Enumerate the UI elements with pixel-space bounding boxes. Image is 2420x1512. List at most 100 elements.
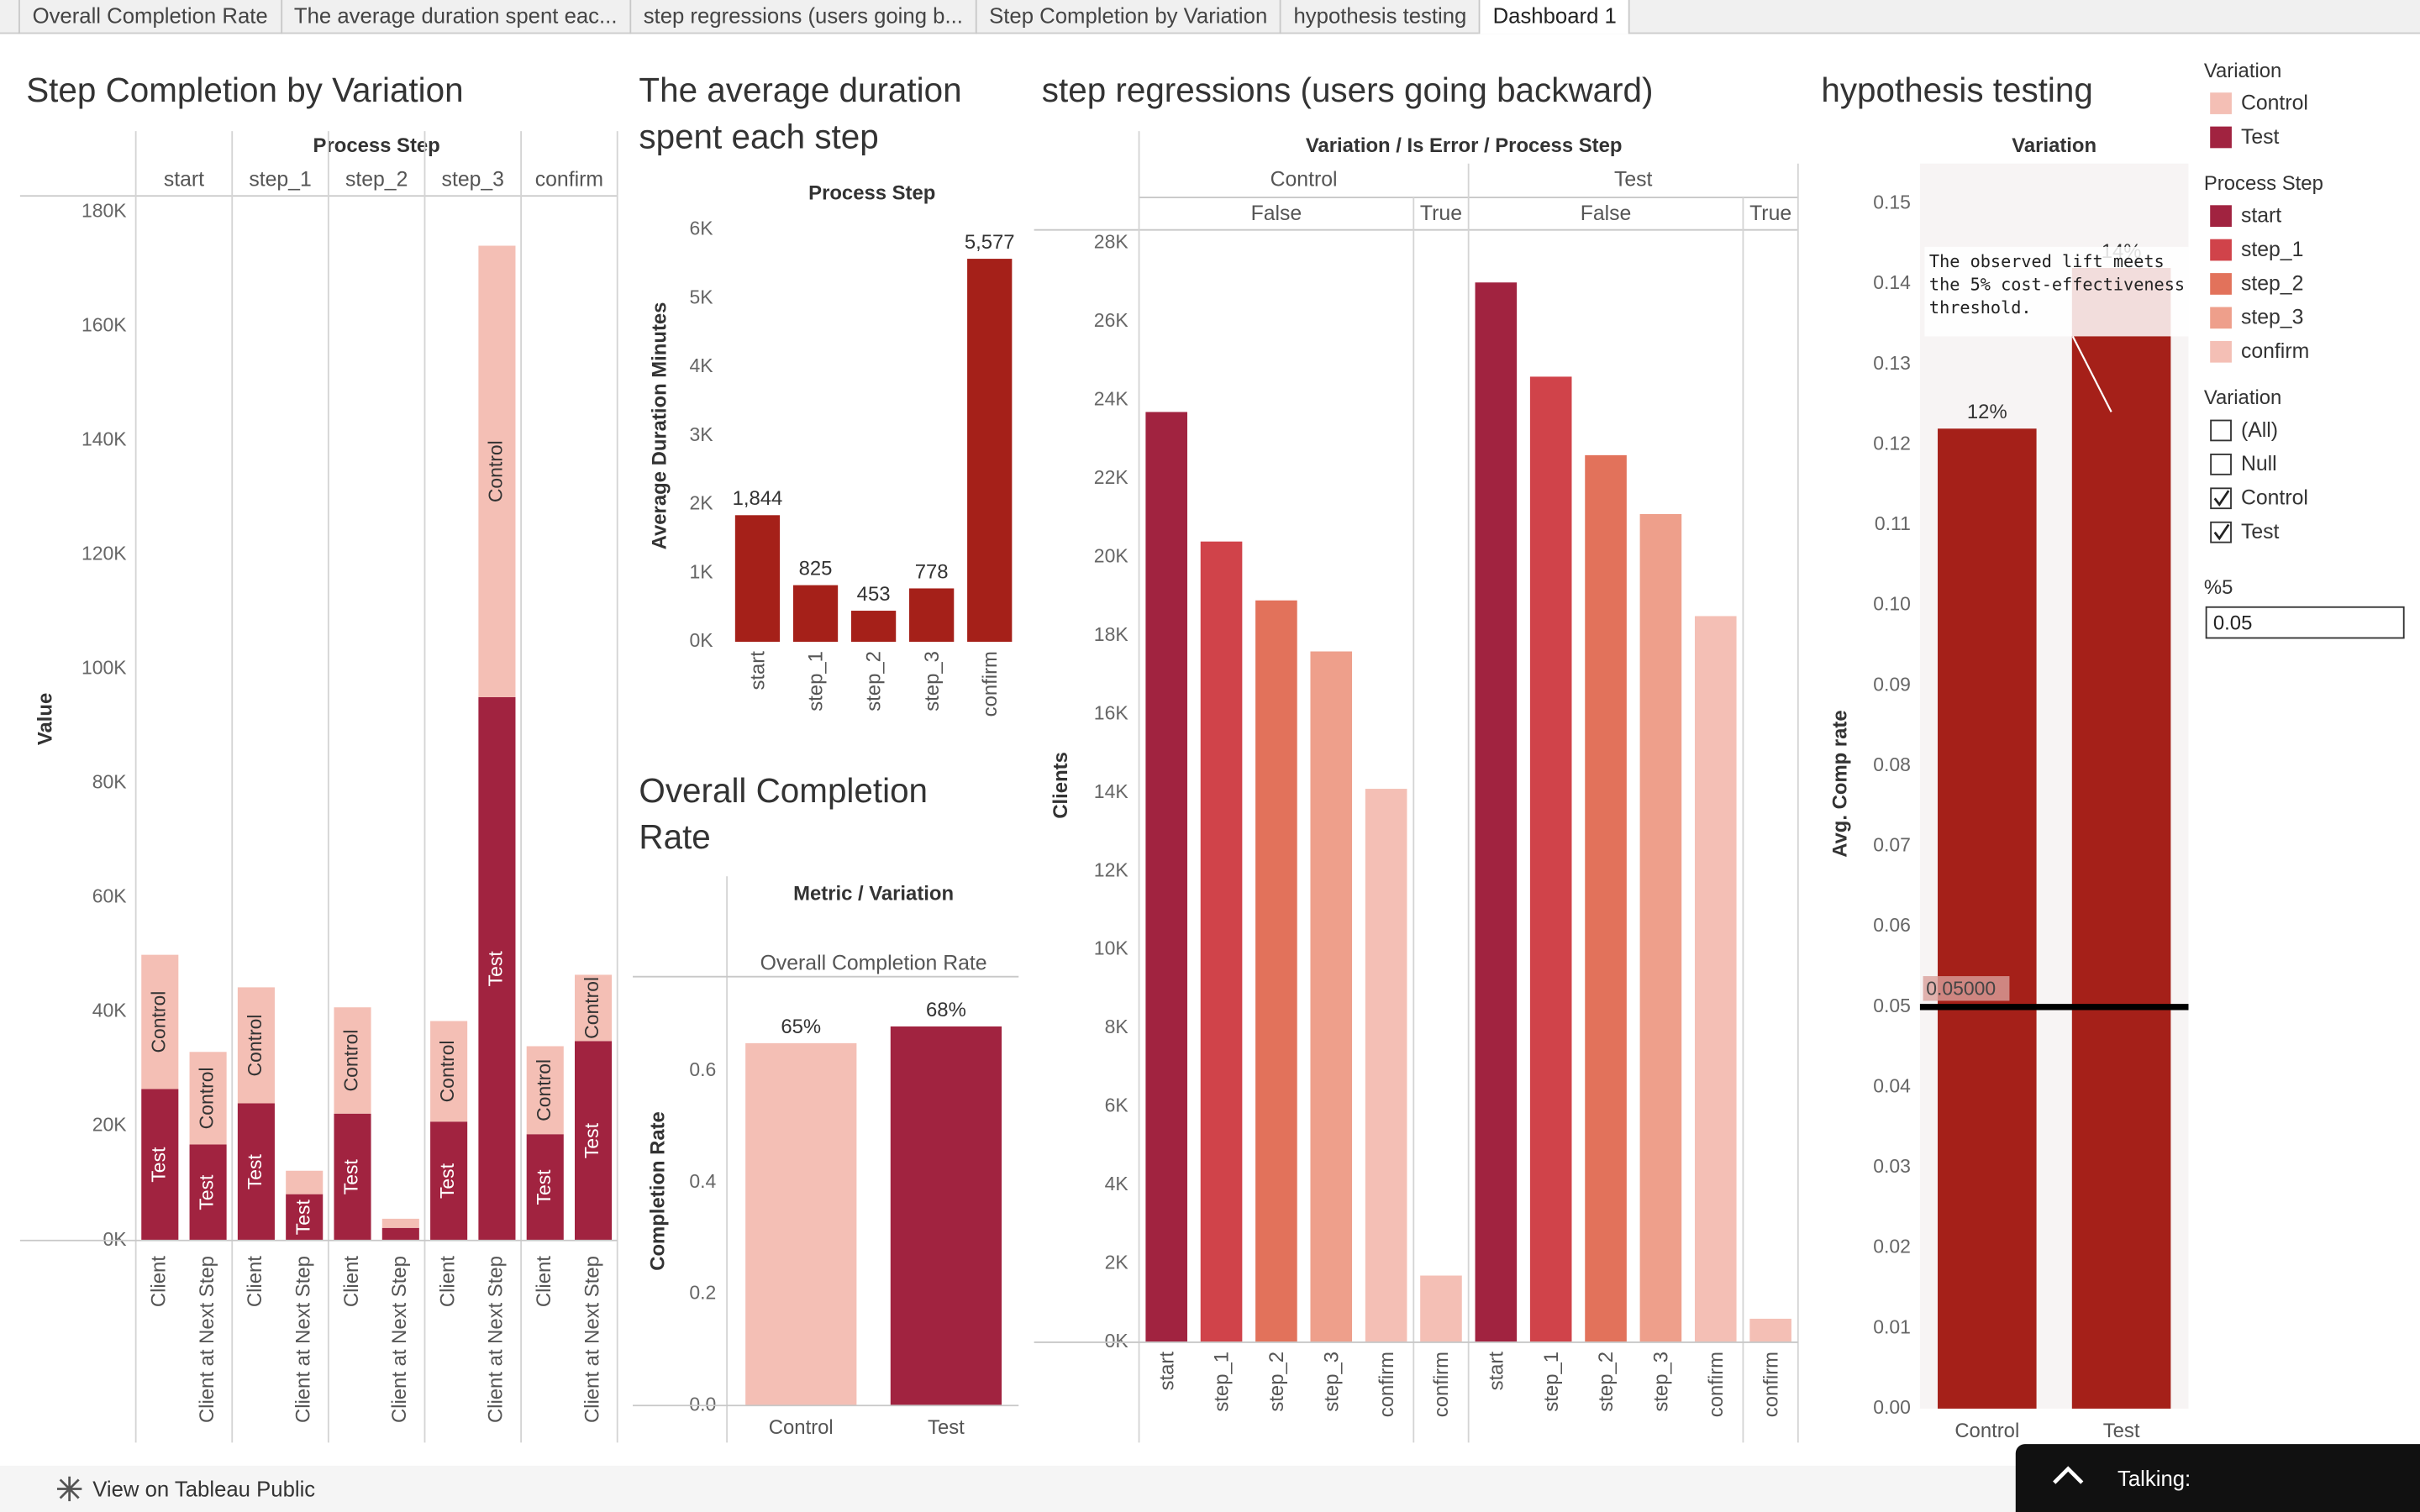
y-tick-label: 4K — [1105, 1173, 1129, 1194]
segment-label: Test — [436, 1163, 458, 1199]
x-tick-label: Client at Next Step — [581, 1256, 603, 1423]
bar-segment — [334, 1007, 371, 1114]
y-tick-label: 0K — [690, 629, 714, 651]
x-tick-label: start — [1485, 1352, 1507, 1391]
x-tick-label: start — [747, 651, 770, 690]
is-error-label: False — [1581, 202, 1632, 225]
segment-label: Test — [340, 1159, 362, 1195]
y-tick-label: 120K — [82, 543, 127, 564]
checkbox — [2210, 453, 2232, 475]
x-tick-label: Client — [148, 1256, 171, 1307]
bar — [1145, 412, 1187, 1342]
y-tick-label: 20K — [1094, 544, 1129, 566]
bar-segment — [478, 696, 516, 1241]
legend-label: step_1 — [2240, 237, 2304, 261]
y-tick-label: 0.4 — [689, 1170, 716, 1192]
segment-label: Control — [244, 1014, 266, 1076]
segment-label: Test — [292, 1200, 313, 1236]
bar — [745, 1042, 857, 1406]
reference-label: 0.05000 — [1926, 978, 1996, 1000]
x-tick-label: step_3 — [1650, 1352, 1673, 1412]
x-tick-label: Control — [769, 1416, 834, 1439]
filter-item[interactable]: Test — [2210, 520, 2279, 543]
segment-label: Test — [147, 1147, 169, 1183]
metric-label: Overall Completion Rate — [760, 953, 987, 975]
x-tick-label: Client — [340, 1256, 363, 1307]
y-tick-label: 18K — [1094, 623, 1129, 645]
is-error-label: True — [1749, 202, 1791, 225]
talking-panel[interactable] — [2015, 1444, 2420, 1512]
segment-label: Control — [533, 1059, 555, 1121]
x-tick-label: Client at Next Step — [485, 1256, 508, 1423]
value-label: 825 — [799, 558, 833, 580]
tab[interactable]: The average duration spent eac... — [280, 0, 629, 34]
segment-label: Test — [484, 951, 506, 987]
bar-segment — [430, 1021, 468, 1122]
bar — [1200, 541, 1243, 1342]
checkbox — [2210, 520, 2232, 543]
x-tick-label: step_1 — [805, 651, 828, 711]
tab[interactable]: Step Completion by Variation — [975, 0, 1280, 34]
is-error-label: False — [1251, 202, 1302, 225]
y-tick-label: 8K — [1105, 1016, 1129, 1037]
is-error-label: True — [1420, 202, 1462, 225]
legend-swatch — [2210, 238, 2232, 260]
filter-item[interactable]: Null — [2210, 452, 2277, 475]
bar-segment — [286, 1194, 324, 1241]
y-tick-label: 0.6 — [689, 1058, 716, 1080]
tableau-link[interactable]: View on Tableau Public — [92, 1476, 316, 1502]
value-label: 1,844 — [733, 487, 783, 510]
check-mark — [2213, 522, 2230, 540]
y-tick-label: 180K — [82, 199, 127, 221]
chevron-icon[interactable] — [2049, 1462, 2086, 1487]
y-tick-label: 0.08 — [1873, 753, 1911, 775]
bar-segment — [141, 954, 179, 1089]
check-mark — [2213, 489, 2230, 507]
x-tick-label: confirm — [979, 651, 1002, 717]
header: Process Step — [808, 182, 935, 205]
parameter-input[interactable]: 0.05 — [2205, 606, 2405, 639]
tab-bar: Overall Completion Rate The average durat… — [0, 0, 2420, 34]
legend-label: Test — [2240, 124, 2280, 149]
tab[interactable]: Overall Completion Rate — [18, 0, 280, 34]
tab[interactable]: hypothesis testing — [1279, 0, 1479, 34]
legend-swatch — [2210, 125, 2232, 148]
x-tick-label: step_1 — [1211, 1352, 1234, 1412]
tab[interactable]: step regressions (users going b... — [629, 0, 975, 34]
filter-item[interactable]: (All) — [2210, 418, 2278, 441]
bar-segment — [526, 1134, 564, 1241]
y-tick-label: 0.06 — [1873, 914, 1911, 936]
chart-title: step regressions (users going backward) — [1041, 71, 1654, 110]
segment-label: Test — [533, 1169, 555, 1205]
facet-label: start — [164, 168, 204, 191]
legend-label: confirm — [2240, 339, 2310, 363]
x-tick-label: step_2 — [1595, 1352, 1618, 1412]
parameter-title: %5 — [2203, 575, 2233, 599]
filter-item[interactable]: Control — [2210, 486, 2308, 509]
value-label: 65% — [781, 1016, 821, 1038]
value-label: 68% — [926, 999, 966, 1021]
y-tick-label: 2K — [1105, 1252, 1129, 1273]
legend-swatch — [2210, 204, 2232, 227]
header: Metric / Variation — [793, 883, 954, 906]
tab[interactable]: Dashboard 1 — [1479, 0, 1631, 34]
bar-segment — [575, 1041, 613, 1241]
segment-label: Control — [147, 991, 169, 1053]
y-tick-label: 100K — [82, 657, 127, 679]
legend-label: step_2 — [2240, 271, 2304, 295]
y-tick-label: 0.15 — [1873, 192, 1911, 213]
bar-segment — [381, 1227, 419, 1241]
facet-label: step_2 — [345, 168, 408, 191]
bar — [1365, 789, 1407, 1342]
y-tick-label: 0.02 — [1873, 1236, 1911, 1257]
y-tick-label: 12K — [1094, 858, 1129, 880]
legend-item: step_2 — [2210, 271, 2303, 295]
y-tick-label: 60K — [92, 885, 128, 907]
legend-item: confirm — [2210, 339, 2309, 363]
y-axis-title: Clients — [1050, 752, 1072, 819]
legend-label: Control — [2240, 91, 2308, 114]
variation-label: Control — [1270, 168, 1338, 191]
x-tick-label: step_3 — [1320, 1352, 1343, 1412]
value-label: 453 — [857, 583, 891, 606]
